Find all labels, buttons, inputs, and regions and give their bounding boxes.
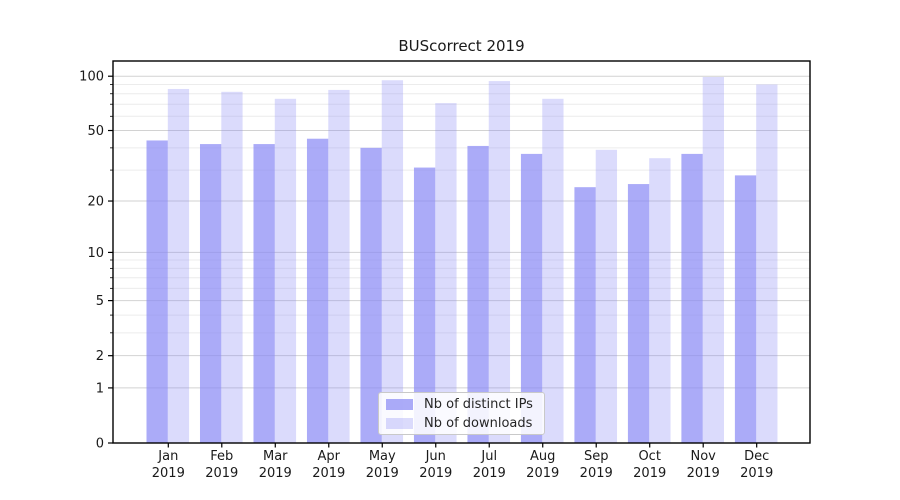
x-tick-label-month: Jul [480, 449, 497, 464]
bar-distinct-ips-jul [467, 145, 489, 443]
bar-distinct-ips-jun [413, 167, 436, 443]
bar-distinct-ips-apr [306, 138, 329, 443]
x-tick-label-year: 2019 [687, 466, 720, 481]
bar-downloads-jan [167, 88, 190, 443]
x-tick-label-month: Jun [425, 449, 446, 464]
x-tick-label-year: 2019 [419, 466, 452, 481]
bar-distinct-ips-sep [574, 187, 596, 443]
x-tick-label-year: 2019 [526, 466, 559, 481]
bar-distinct-ips-dec [734, 175, 757, 443]
y-tick-label: 10 [87, 246, 104, 261]
bar-distinct-ips-jan [146, 140, 168, 444]
x-tick-label-month: Oct [638, 449, 660, 464]
bar-downloads-jul [488, 81, 511, 443]
x-tick-label-year: 2019 [633, 466, 666, 481]
bar-distinct-ips-oct [627, 184, 650, 443]
x-tick-label-month: Apr [318, 449, 341, 464]
y-tick-label: 100 [79, 70, 104, 85]
y-tick-label: 0 [96, 437, 104, 452]
y-tick-label: 1 [96, 381, 104, 396]
bar-downloads-jun [435, 103, 457, 443]
x-tick-label-year: 2019 [473, 466, 506, 481]
bar-distinct-ips-nov [681, 153, 703, 443]
legend-swatch-distinct-ips [386, 398, 413, 410]
legend-item-downloads: Nb of downloads [386, 415, 544, 431]
legend: Nb of distinct IPs Nb of downloads [378, 392, 545, 435]
chart-title: BUScorrect 2019 [398, 37, 525, 55]
y-tick-label: 5 [96, 294, 104, 309]
bar-distinct-ips-may [360, 147, 382, 444]
bar-downloads-feb [221, 91, 243, 443]
x-tick-label-year: 2019 [259, 466, 292, 481]
x-tick-label-year: 2019 [205, 466, 238, 481]
bar-downloads-may [381, 80, 404, 444]
x-tick-label-month: Mar [263, 449, 288, 464]
x-tick-label-month: Dec [744, 449, 769, 464]
bar-downloads-nov [702, 77, 724, 443]
legend-swatch-downloads [386, 417, 413, 429]
x-tick-label-month: Feb [210, 449, 233, 464]
x-tick-label-year: 2019 [152, 466, 185, 481]
y-tick-label: 20 [87, 195, 104, 210]
bar-downloads-oct [649, 158, 671, 443]
y-tick-label: 2 [96, 349, 104, 364]
x-tick-label-year: 2019 [366, 466, 399, 481]
x-tick-label-month: Aug [530, 449, 555, 464]
x-tick-label-month: Jan [157, 449, 178, 464]
x-tick-label-year: 2019 [580, 466, 613, 481]
bar-downloads-aug [542, 98, 564, 444]
x-tick-label-year: 2019 [312, 466, 345, 481]
bar-downloads-sep [595, 149, 618, 443]
x-tick-label-year: 2019 [740, 466, 773, 481]
bar-distinct-ips-mar [253, 144, 275, 444]
legend-item-distinct-ips: Nb of distinct IPs [386, 396, 544, 412]
legend-label-distinct-ips: Nb of distinct IPs [424, 396, 533, 412]
x-tick-label-month: Sep [584, 449, 609, 464]
y-tick-label: 50 [87, 124, 104, 139]
bar-distinct-ips-aug [520, 153, 543, 443]
bar-downloads-apr [328, 89, 350, 444]
bar-distinct-ips-feb [199, 144, 222, 444]
bar-downloads-dec [756, 84, 778, 443]
x-tick-label-month: May [369, 449, 396, 464]
bar-downloads-mar [274, 98, 297, 444]
x-tick-label-month: Nov [691, 449, 717, 464]
legend-label-downloads: Nb of downloads [424, 415, 533, 431]
